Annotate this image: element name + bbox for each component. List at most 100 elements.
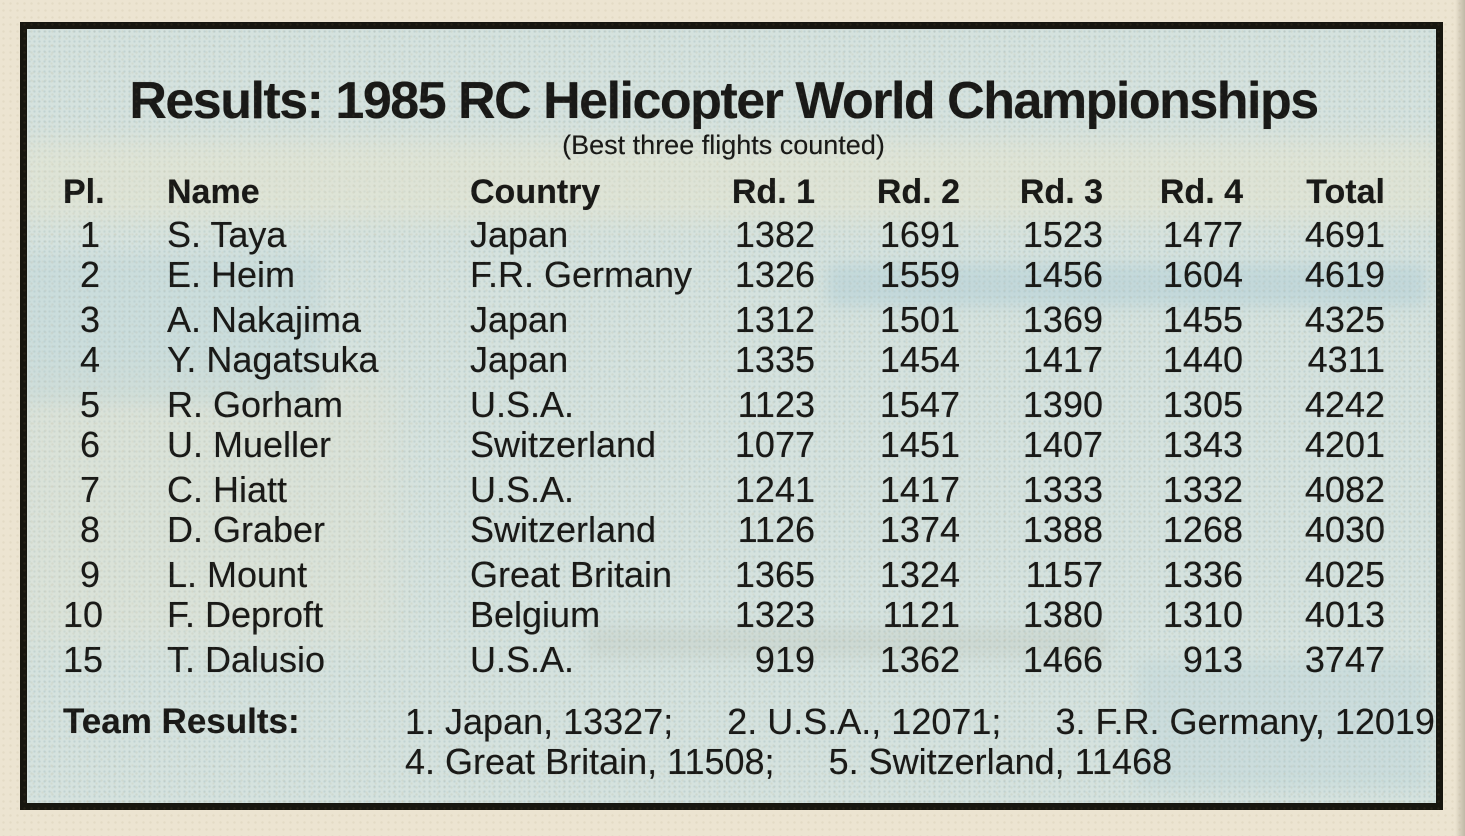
results-box: Results: 1985 RC Helicopter World Champi… [20, 22, 1443, 810]
cell-country: Belgium [470, 594, 601, 635]
team-results-line-2: 4. Great Britain, 11508; 5. Switzerland,… [405, 742, 1435, 782]
cell-rd2: 1324 [879, 554, 960, 595]
cell-rd4: 1440 [1162, 339, 1243, 380]
cell-place: 4 [79, 339, 100, 380]
cell-place: 10 [63, 594, 104, 635]
cell-country: Switzerland [470, 509, 657, 550]
cell-country: Japan [470, 214, 569, 255]
cell-name: F. Deproft [167, 594, 324, 635]
cell-rd3: 1407 [1022, 424, 1103, 465]
table-row: 7 C. Hiatt U.S.A. 1241 1417 1333 1332 4082 [63, 470, 1436, 510]
cell-place: 5 [79, 384, 100, 425]
header-cell-rd1: Rd. 1 [731, 173, 815, 211]
header-cell-country: Country [470, 173, 601, 211]
cell-rd2: 1691 [879, 214, 960, 255]
cell-total: 4201 [1304, 424, 1385, 465]
cell-rd2: 1547 [879, 384, 960, 425]
cell-rd4: 1604 [1162, 254, 1243, 295]
page-title: Results: 1985 RC Helicopter World Champi… [129, 72, 1319, 130]
cell-rd3: 1390 [1022, 384, 1103, 425]
cell-rd1: 1126 [737, 509, 815, 550]
cell-rd3: 1380 [1022, 594, 1103, 635]
table-row: 6 U. Mueller Switzerland 1077 1451 1407 1343 42… [63, 425, 1436, 465]
team-result-entry: 5. Switzerland, 11468 [828, 741, 1173, 782]
cell-name: T. Dalusio [167, 639, 326, 680]
cell-country: F.R. Germany [470, 254, 693, 295]
cell-rd3: 1333 [1022, 469, 1103, 510]
table-row: 10 F. Deproft Belgium 1323 1121 1380 1310 4013 [63, 595, 1436, 635]
table-row: 15 T. Dalusio U.S.A. 919 1362 1466 913 3747 [63, 640, 1436, 680]
cell-rd3: 1466 [1022, 639, 1103, 680]
cell-total: 4691 [1304, 214, 1385, 255]
cell-place: 9 [79, 554, 100, 595]
cell-rd1: 1077 [734, 424, 815, 465]
cell-rd3: 1523 [1022, 214, 1103, 255]
cell-rd3: 1456 [1022, 254, 1103, 295]
cell-place: 6 [79, 424, 100, 465]
header-cell-rd4: Rd. 4 [1159, 173, 1243, 211]
cell-name: C. Hiatt [167, 469, 288, 510]
cell-total: 4325 [1304, 299, 1385, 340]
cell-place: 3 [79, 299, 100, 340]
cell-rd2: 1454 [879, 339, 960, 380]
cell-total: 4619 [1304, 254, 1385, 295]
cell-rd3: 1369 [1022, 299, 1103, 340]
cell-country: Switzerland [470, 424, 657, 465]
cell-rd2: 1374 [879, 509, 960, 550]
cell-name: R. Gorham [167, 384, 344, 425]
cell-rd4: 1305 [1162, 384, 1243, 425]
table-row: 9 L. Mount Great Britain 1365 1324 1157 1336 40… [63, 555, 1436, 595]
cell-total: 4082 [1304, 469, 1385, 510]
cell-rd2: 1501 [879, 299, 960, 340]
cell-total: 4242 [1304, 384, 1385, 425]
cell-place: 1 [79, 214, 100, 255]
cell-rd1: 1335 [734, 339, 815, 380]
cell-rd1: 1382 [734, 214, 815, 255]
cell-total: 4311 [1307, 339, 1385, 380]
cell-total: 4013 [1304, 594, 1385, 635]
table-row: 5 R. Gorham U.S.A. 1123 1547 1390 1305 4242 [63, 385, 1436, 425]
header-cell-total: Total [1306, 173, 1385, 211]
header-cell-name: Name [167, 173, 260, 211]
team-results-lines: 1. Japan, 13327; 2. U.S.A., 12071; 3. F.… [405, 702, 1435, 782]
cell-rd3: 1417 [1022, 339, 1103, 380]
cell-country: U.S.A. [470, 384, 575, 425]
cell-country: Japan [470, 299, 569, 340]
team-result-entry: 1. Japan, 13327; [405, 701, 674, 742]
cell-rd1: 919 [754, 639, 815, 680]
cell-country: U.S.A. [470, 469, 575, 510]
cell-rd4: 913 [1182, 639, 1243, 680]
cell-rd4: 1310 [1162, 594, 1243, 635]
table-row: 1 S. Taya Japan 1382 1691 1523 1477 4691 [63, 215, 1436, 255]
team-results-section: Team Results: 1. Japan, 13327; 2. U.S.A.… [63, 702, 1436, 782]
cell-name: U. Mueller [167, 424, 332, 465]
cell-country: Japan [470, 339, 569, 380]
cell-place: 8 [79, 509, 100, 550]
page-subtitle: (Best three flights counted) [562, 130, 885, 160]
cell-name: L. Mount [167, 554, 308, 595]
cell-rd4: 1332 [1162, 469, 1243, 510]
cell-rd1: 1323 [734, 594, 815, 635]
cell-total: 3747 [1304, 639, 1385, 680]
cell-country: U.S.A. [470, 639, 575, 680]
cell-name: E. Heim [167, 254, 296, 295]
table-row: 8 D. Graber Switzerland 1126 1374 1388 1268 403… [63, 510, 1436, 550]
cell-country: Great Britain [470, 554, 673, 595]
cell-rd4: 1477 [1162, 214, 1243, 255]
header-cell-rd3: Rd. 3 [1019, 173, 1103, 211]
team-result-entry: 2. U.S.A., 12071; [727, 701, 1002, 742]
team-result-entry: 4. Great Britain, 11508; [405, 741, 775, 782]
cell-place: 7 [79, 469, 100, 510]
header-cell-place: Pl. [63, 173, 105, 211]
cell-name: A. Nakajima [167, 299, 362, 340]
team-results-line-1: 1. Japan, 13327; 2. U.S.A., 12071; 3. F.… [405, 702, 1435, 742]
cell-rd2: 1362 [879, 639, 960, 680]
table-row: 3 A. Nakajima Japan 1312 1501 1369 1455 4325 [63, 300, 1436, 340]
cell-rd1: 1312 [734, 299, 815, 340]
cell-place: 2 [79, 254, 100, 295]
cell-name: Y. Nagatsuka [167, 339, 379, 380]
cell-rd2: 1451 [879, 424, 960, 465]
cell-name: S. Taya [167, 214, 287, 255]
cell-total: 4025 [1304, 554, 1385, 595]
